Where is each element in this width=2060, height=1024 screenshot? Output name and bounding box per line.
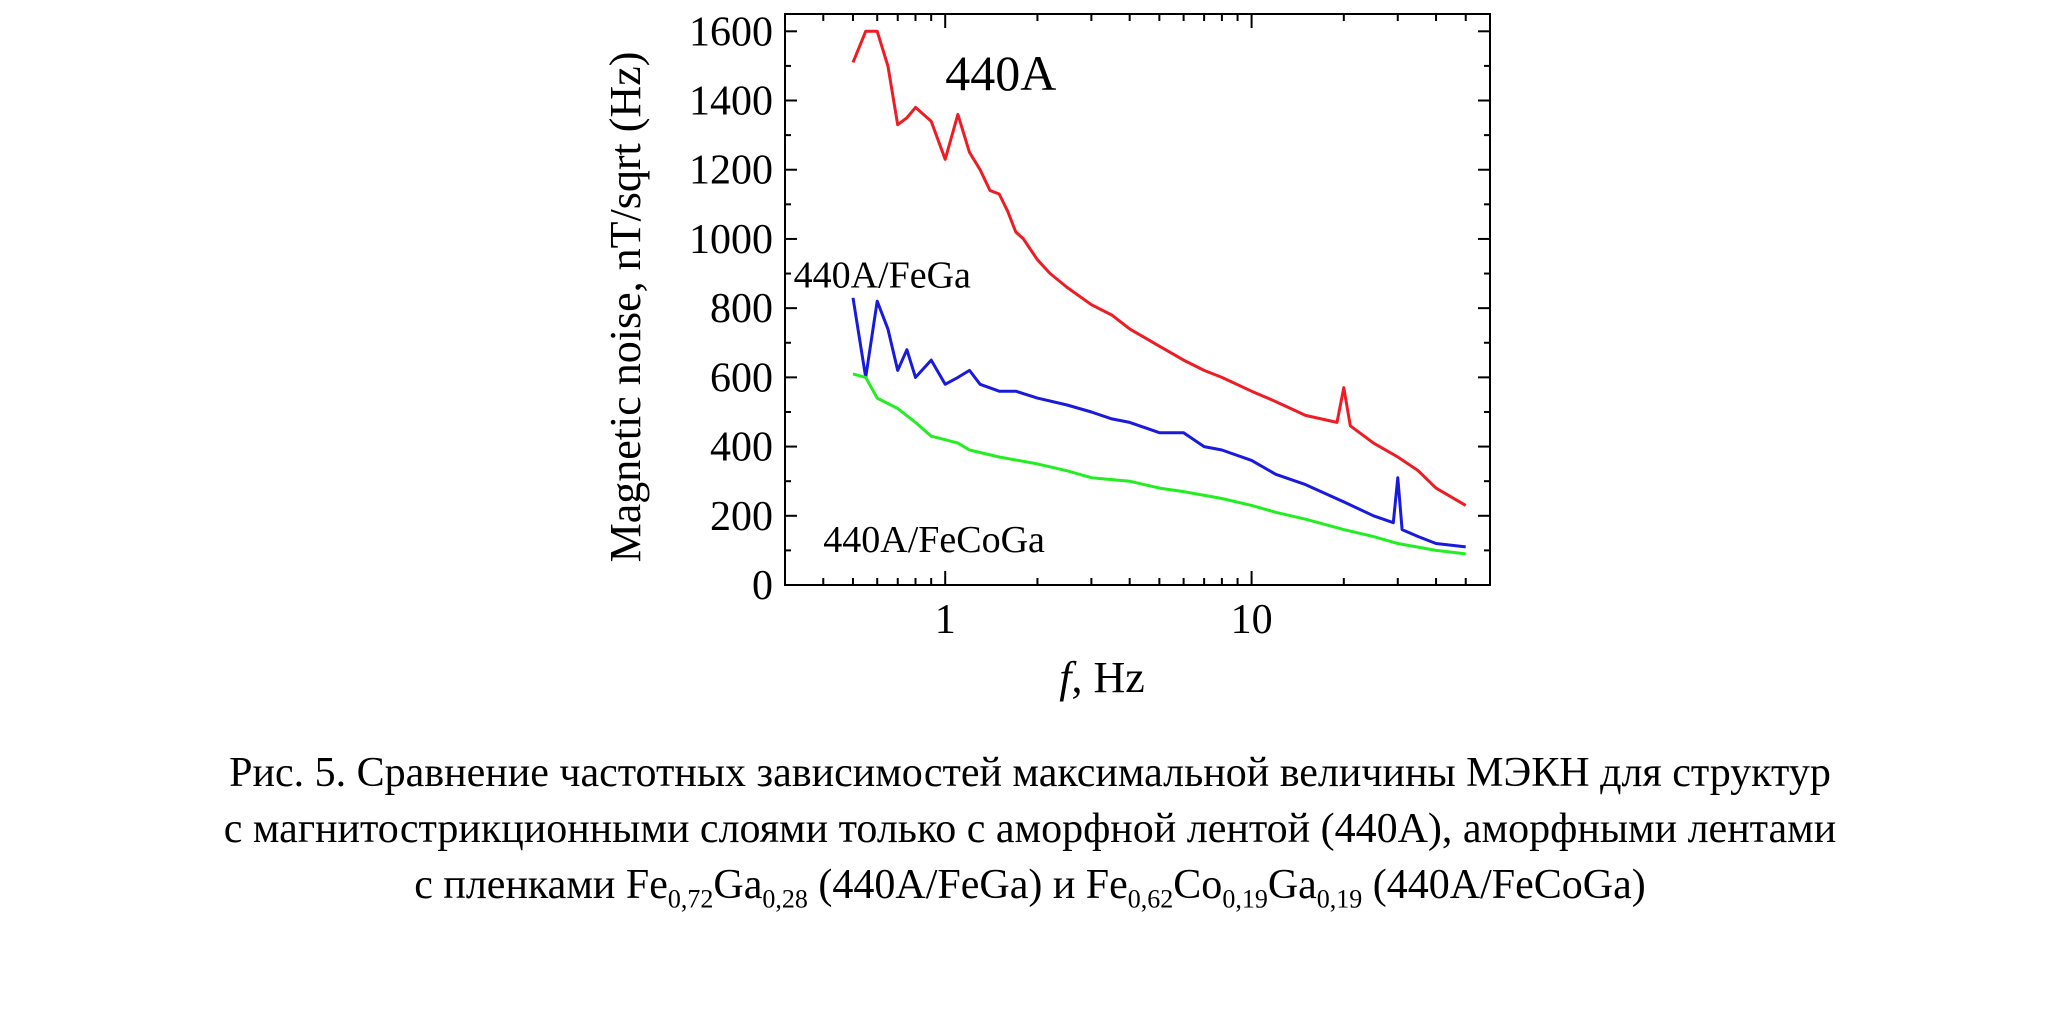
y-tick-label: 600 bbox=[710, 355, 773, 401]
caption-subscript: 0,19 bbox=[1316, 884, 1363, 914]
y-tick-label: 1600 bbox=[689, 9, 773, 55]
caption-subscript: 0,28 bbox=[762, 884, 808, 914]
figure-caption: Рис. 5. Сравнение частотных зависимостей… bbox=[0, 745, 2060, 927]
plot-area: 0 200 400 600 800 1000 1200 1400 1600 1 10 440A 440A… bbox=[689, 9, 1491, 643]
annotation-label: 440A/FeCoGa bbox=[823, 519, 1045, 561]
annotation-label: 440A/FeGa bbox=[794, 254, 971, 296]
caption-text: с пленками Fe bbox=[414, 862, 668, 908]
y-tick-label: 1200 bbox=[689, 148, 773, 194]
series-line-440a-fega bbox=[851, 297, 1466, 549]
plot-frame bbox=[784, 13, 1491, 586]
annotation-label: 440A bbox=[945, 45, 1056, 101]
y-axis-label: Magnetic noise, nT/sqrt (Hz) bbox=[601, 52, 650, 563]
y-tick-label: 400 bbox=[710, 425, 773, 471]
caption-line-3: с пленками Fe0,72Ga0,28 (440A/FeGa) и Fe… bbox=[0, 857, 2060, 927]
x-axis-label-unit: , Hz bbox=[1071, 653, 1144, 702]
caption-subscript: 0,62 bbox=[1127, 884, 1174, 914]
chart: 0 200 400 600 800 1000 1200 1400 1600 1 10 440A 440A… bbox=[601, 9, 1491, 702]
caption-line-2: с магнитострикционными слоями только с а… bbox=[223, 806, 1837, 852]
y-tick-label: 800 bbox=[710, 286, 773, 332]
caption-text: Ga bbox=[713, 862, 763, 908]
caption-text: (440A/FeGa) и Fe bbox=[807, 862, 1128, 908]
caption-text: Ga bbox=[1267, 862, 1317, 908]
x-tick-label: 1 bbox=[935, 597, 956, 643]
series-line-440a bbox=[851, 29, 1467, 507]
caption-subscript: 0,19 bbox=[1222, 884, 1268, 914]
caption-text: Co bbox=[1173, 862, 1223, 908]
y-tick-label: 1400 bbox=[689, 79, 773, 125]
caption-text: (440A/FeCoGa) bbox=[1362, 862, 1646, 908]
caption-subscript: 0,72 bbox=[667, 884, 714, 914]
x-tick-label: 10 bbox=[1231, 597, 1273, 643]
y-tick-label: 0 bbox=[752, 563, 773, 609]
y-tick-label: 1000 bbox=[689, 217, 773, 263]
y-tick-label: 200 bbox=[710, 494, 773, 540]
caption-line-1: Рис. 5. Сравнение частотных зависимостей… bbox=[229, 750, 1831, 796]
x-axis-label: f, Hz bbox=[1059, 653, 1145, 702]
